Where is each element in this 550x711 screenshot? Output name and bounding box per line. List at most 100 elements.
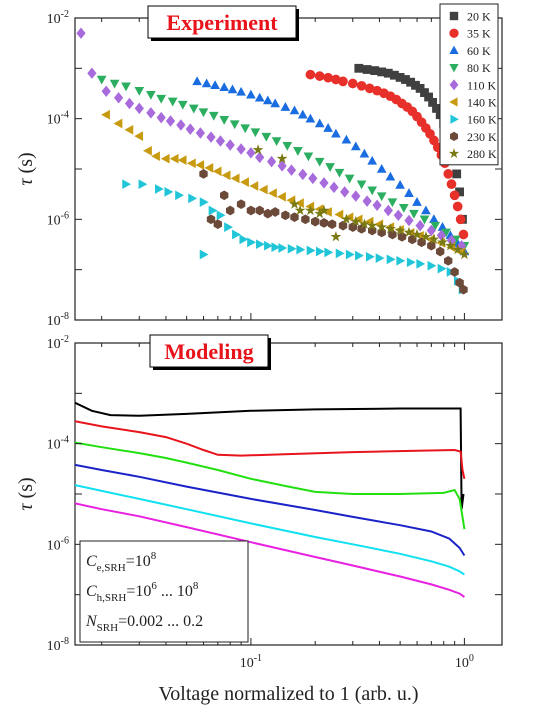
data-point	[372, 199, 382, 212]
data-point	[250, 128, 261, 138]
data-point	[365, 251, 375, 262]
data-point	[134, 102, 144, 115]
model-line-1	[75, 401, 465, 510]
data-point	[330, 231, 342, 242]
data-point	[87, 67, 97, 79]
legend-label: 60 K	[467, 44, 491, 58]
data-point	[246, 147, 256, 159]
series-280k	[252, 144, 470, 260]
legend-marker	[448, 148, 460, 159]
data-point	[406, 257, 416, 268]
data-point	[420, 231, 432, 242]
data-point	[446, 179, 457, 189]
model-line-2	[75, 420, 466, 480]
legend-marker	[449, 64, 459, 73]
data-point	[271, 207, 280, 217]
data-point	[188, 193, 198, 204]
data-point	[449, 190, 460, 201]
data-point	[177, 155, 187, 165]
series-110k	[76, 27, 467, 252]
data-point	[264, 240, 273, 251]
data-point	[305, 113, 316, 123]
data-point	[165, 115, 176, 127]
data-point	[146, 107, 156, 119]
data-point	[195, 127, 206, 139]
data-point	[225, 139, 235, 151]
data-point	[324, 247, 334, 258]
data-point	[276, 152, 288, 164]
data-point	[271, 242, 281, 253]
data-point	[255, 151, 265, 164]
data-point	[239, 234, 249, 245]
data-point	[249, 181, 259, 191]
data-point	[270, 98, 281, 108]
data-point	[289, 198, 300, 209]
data-point	[101, 109, 110, 120]
data-point	[206, 214, 216, 225]
data-point	[306, 245, 316, 256]
data-point	[452, 169, 462, 179]
data-point	[362, 65, 372, 74]
data-point	[340, 213, 352, 224]
data-point	[340, 186, 350, 198]
data-point	[219, 82, 230, 92]
data-point	[376, 192, 387, 202]
data-point	[314, 71, 325, 81]
data-point	[208, 205, 218, 216]
data-point	[334, 209, 344, 220]
data-point	[403, 226, 415, 238]
data-point	[220, 190, 229, 201]
data-point	[154, 184, 164, 194]
data-point	[314, 204, 324, 214]
data-point	[437, 263, 447, 274]
data-point	[319, 218, 329, 228]
y-tick-label: 10-6	[47, 210, 69, 228]
data-point	[452, 201, 463, 212]
data-point	[246, 89, 256, 99]
data-point	[289, 105, 300, 115]
data-point	[198, 108, 209, 118]
data-point	[367, 155, 378, 165]
series-80k	[96, 75, 470, 251]
data-point	[188, 104, 199, 114]
model-line-6	[75, 502, 465, 598]
data-point	[350, 141, 361, 151]
data-point	[452, 243, 464, 255]
data-point	[427, 260, 437, 271]
data-point	[314, 207, 326, 219]
data-point	[138, 179, 148, 190]
panel-title: Modeling	[164, 339, 253, 364]
data-point	[444, 255, 453, 266]
data-point	[308, 172, 318, 185]
data-point	[426, 224, 436, 237]
model-line-3	[75, 441, 466, 530]
legend-marker	[450, 131, 458, 142]
data-point	[458, 248, 470, 260]
annotation-line: NSRH=0.002 ... 0.2	[85, 613, 203, 634]
data-point	[167, 97, 178, 107]
data-point	[280, 102, 291, 111]
data-point	[192, 76, 202, 86]
legend-marker	[450, 114, 459, 124]
data-point	[325, 163, 335, 172]
data-point	[277, 191, 286, 202]
legend-marker	[449, 28, 459, 38]
legend-marker	[449, 11, 459, 21]
x-tick-label: 10-1	[240, 653, 262, 671]
data-point	[459, 284, 468, 295]
data-point	[286, 164, 297, 176]
data-point	[323, 123, 333, 132]
data-point	[412, 197, 422, 206]
annotation-line: Ch,SRH=106 ... 108	[86, 580, 199, 604]
data-point	[151, 151, 160, 162]
data-point	[201, 78, 212, 88]
data-point	[384, 223, 396, 234]
data-point	[266, 155, 277, 168]
x-axis-title: Voltage normalized to 1 (arb. u.)	[158, 683, 418, 705]
data-point	[109, 79, 120, 89]
data-point	[443, 169, 454, 179]
data-point	[195, 160, 205, 170]
data-point	[208, 111, 219, 121]
data-point	[271, 137, 282, 147]
